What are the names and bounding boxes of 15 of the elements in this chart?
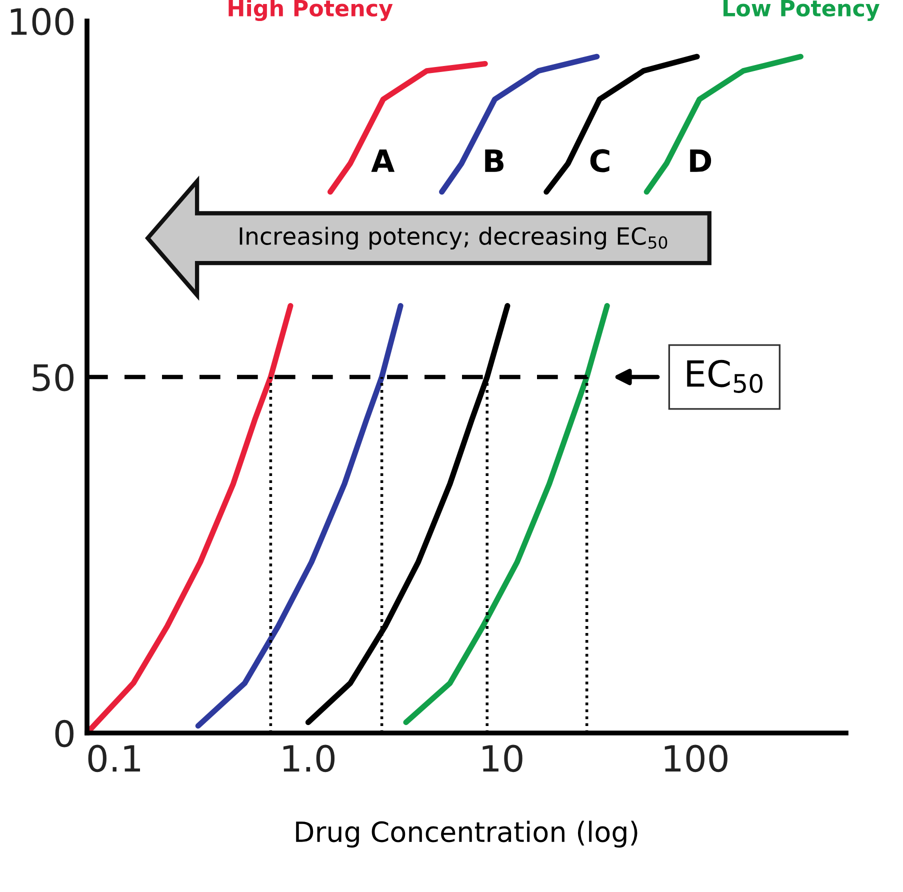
series-label: C	[590, 149, 610, 172]
y-tick-label: 50	[32, 364, 74, 392]
x-tick-label: 100	[664, 744, 728, 772]
series-label: D	[690, 150, 712, 172]
x-tick-label: 1.0	[283, 744, 335, 772]
annotation: Increasing potency; decreasing EC$_{50}$	[240, 226, 668, 250]
ref-line-label: EC$_{50}$	[687, 360, 762, 393]
y-tick-label: 100	[10, 8, 74, 36]
series-label: A	[371, 150, 395, 172]
series-label: B	[485, 150, 504, 172]
x-tick-label: 0.1	[88, 744, 140, 772]
y-tick-label: 0	[55, 720, 74, 748]
x-tick-label: 10	[482, 744, 522, 772]
annotation: Low Potency	[724, 0, 880, 21]
x-axis-title: Drug Concentration (log)	[296, 820, 638, 848]
